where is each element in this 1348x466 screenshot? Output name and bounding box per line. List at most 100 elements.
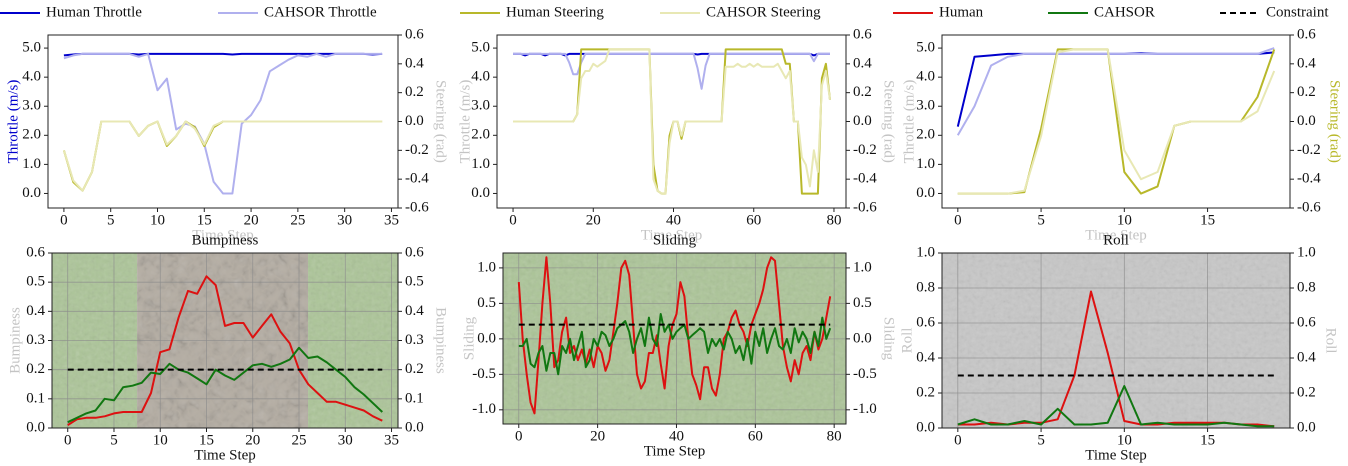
y2-tick-label: -0.4 xyxy=(1297,171,1321,187)
y2-tick-label: 1.0 xyxy=(1297,244,1316,260)
y2-tick-label: 0.6 xyxy=(1297,26,1316,42)
y2-tick-label: 0.8 xyxy=(1297,279,1316,295)
y-tick-label: 0.5 xyxy=(26,274,45,290)
y-tick-label: 4.0 xyxy=(22,69,41,85)
series-line xyxy=(956,47,1275,136)
chart-title: Roll xyxy=(1103,232,1129,248)
series-line xyxy=(62,120,383,192)
series-line xyxy=(63,52,383,195)
series-line xyxy=(957,48,1276,195)
y2-tick-label: 1.0 xyxy=(853,259,872,275)
y-tick-label: 0.0 xyxy=(916,185,935,201)
x-axis-label: Time Step xyxy=(194,447,256,463)
legend-label: CAHSOR Throttle xyxy=(264,4,377,20)
plot-frame xyxy=(941,252,1291,429)
y2-tick-label: -1.0 xyxy=(853,401,877,417)
y-tick-label: 2.0 xyxy=(471,127,490,143)
y-tick-label: 0.6 xyxy=(26,244,45,260)
series-line xyxy=(513,52,830,90)
chart-title: Sliding xyxy=(653,232,697,248)
x-axis-label: Time Step xyxy=(644,443,706,459)
y-tick-label: -0.5 xyxy=(472,366,496,382)
y2-tick-label: -0.2 xyxy=(405,142,429,158)
legend-label: CAHSOR xyxy=(1094,4,1155,20)
y-tick-label: 3.0 xyxy=(22,98,41,114)
y-tick-label: 0.0 xyxy=(22,185,41,201)
legend-label: Human Steering xyxy=(506,4,604,20)
legend-label: CAHSOR Steering xyxy=(706,4,821,20)
y2-tick-label: -0.6 xyxy=(1297,199,1321,215)
x-tick-label: 0 xyxy=(954,212,962,228)
x-tick-label: 10 xyxy=(1117,432,1132,448)
y2-tick-label: 0.6 xyxy=(853,26,872,42)
y-tick-label: 5.0 xyxy=(471,40,490,56)
x-tick-label: 60 xyxy=(748,428,763,444)
series-line xyxy=(67,275,383,426)
x-tick-label: 15 xyxy=(199,432,214,448)
y-axis-label: Throttle (m/s) xyxy=(5,80,21,164)
y-tick-label: 1.0 xyxy=(22,156,41,172)
y2-tick-label: -0.2 xyxy=(1297,142,1321,158)
x-tick-label: 20 xyxy=(586,212,601,228)
y-tick-label: 4.0 xyxy=(916,69,935,85)
y2-tick-label: 0.4 xyxy=(1297,55,1316,71)
y-tick-label: 0.0 xyxy=(477,330,496,346)
x-tick-label: 15 xyxy=(1200,432,1215,448)
x-tick-label: 10 xyxy=(150,212,165,228)
y2-tick-label: 0.5 xyxy=(853,295,872,311)
y-tick-label: 5.0 xyxy=(916,40,935,56)
y2-axis-label: Roll xyxy=(1323,328,1339,354)
y2-tick-label: 0.5 xyxy=(405,274,424,290)
x-axis-label: Time Step xyxy=(1085,447,1147,463)
y-tick-label: 1.0 xyxy=(916,244,935,260)
x-tick-label: 25 xyxy=(290,212,305,228)
y-tick-label: 1.0 xyxy=(477,259,496,275)
y-tick-label: 0.3 xyxy=(26,332,45,348)
legend-label: Human Throttle xyxy=(46,4,142,20)
y-tick-label: 4.0 xyxy=(471,69,490,85)
y2-tick-label: 0.0 xyxy=(853,113,872,129)
x-tick-label: 40 xyxy=(666,212,681,228)
y2-axis-label: Bumpiness xyxy=(433,307,449,374)
y-tick-label: 0.4 xyxy=(916,349,935,365)
y-tick-label: 0.2 xyxy=(916,384,935,400)
legend-label: Constraint xyxy=(1266,4,1329,20)
legend-label: Human xyxy=(939,4,984,20)
chart-title: Bumpiness xyxy=(192,232,259,248)
x-tick-label: 0 xyxy=(515,428,523,444)
x-tick-label: 5 xyxy=(1037,432,1045,448)
y-axis-label: Throttle (m/s) xyxy=(901,80,917,164)
y-tick-label: 0.5 xyxy=(477,295,496,311)
y2-tick-label: 0.6 xyxy=(1297,314,1316,330)
y-axis-label: Bumpiness xyxy=(7,307,23,374)
x-tick-label: 5 xyxy=(110,432,118,448)
x-tick-label: 30 xyxy=(337,212,352,228)
y-axis-label: Throttle (m/s) xyxy=(457,80,473,164)
x-tick-label: 80 xyxy=(826,212,841,228)
y-tick-label: 2.0 xyxy=(22,127,41,143)
series-line xyxy=(517,256,832,415)
y2-tick-label: 0.1 xyxy=(405,390,424,406)
x-tick-label: 10 xyxy=(153,432,168,448)
series-line xyxy=(67,346,383,424)
y-tick-label: 0.4 xyxy=(26,303,45,319)
y2-tick-label: 0.2 xyxy=(405,361,424,377)
x-tick-label: 40 xyxy=(669,428,684,444)
y2-tick-label: 0.2 xyxy=(853,84,872,100)
y2-tick-label: 0.4 xyxy=(405,55,424,71)
y-tick-label: 0.0 xyxy=(471,185,490,201)
x-tick-label: 60 xyxy=(746,212,761,228)
y2-tick-label: -0.4 xyxy=(405,171,429,187)
y2-tick-label: 0.0 xyxy=(405,113,424,129)
y2-tick-label: -0.6 xyxy=(853,199,877,215)
y-tick-label: 3.0 xyxy=(916,98,935,114)
x-tick-label: 10 xyxy=(1117,212,1132,228)
y-tick-label: 0.8 xyxy=(916,279,935,295)
y2-tick-label: 0.6 xyxy=(405,26,424,42)
x-tick-label: 0 xyxy=(954,432,962,448)
series-line xyxy=(513,48,831,195)
y2-tick-label: 0.2 xyxy=(1297,384,1316,400)
y2-tick-label: 0.4 xyxy=(1297,349,1316,365)
y-tick-label: -1.0 xyxy=(472,401,496,417)
